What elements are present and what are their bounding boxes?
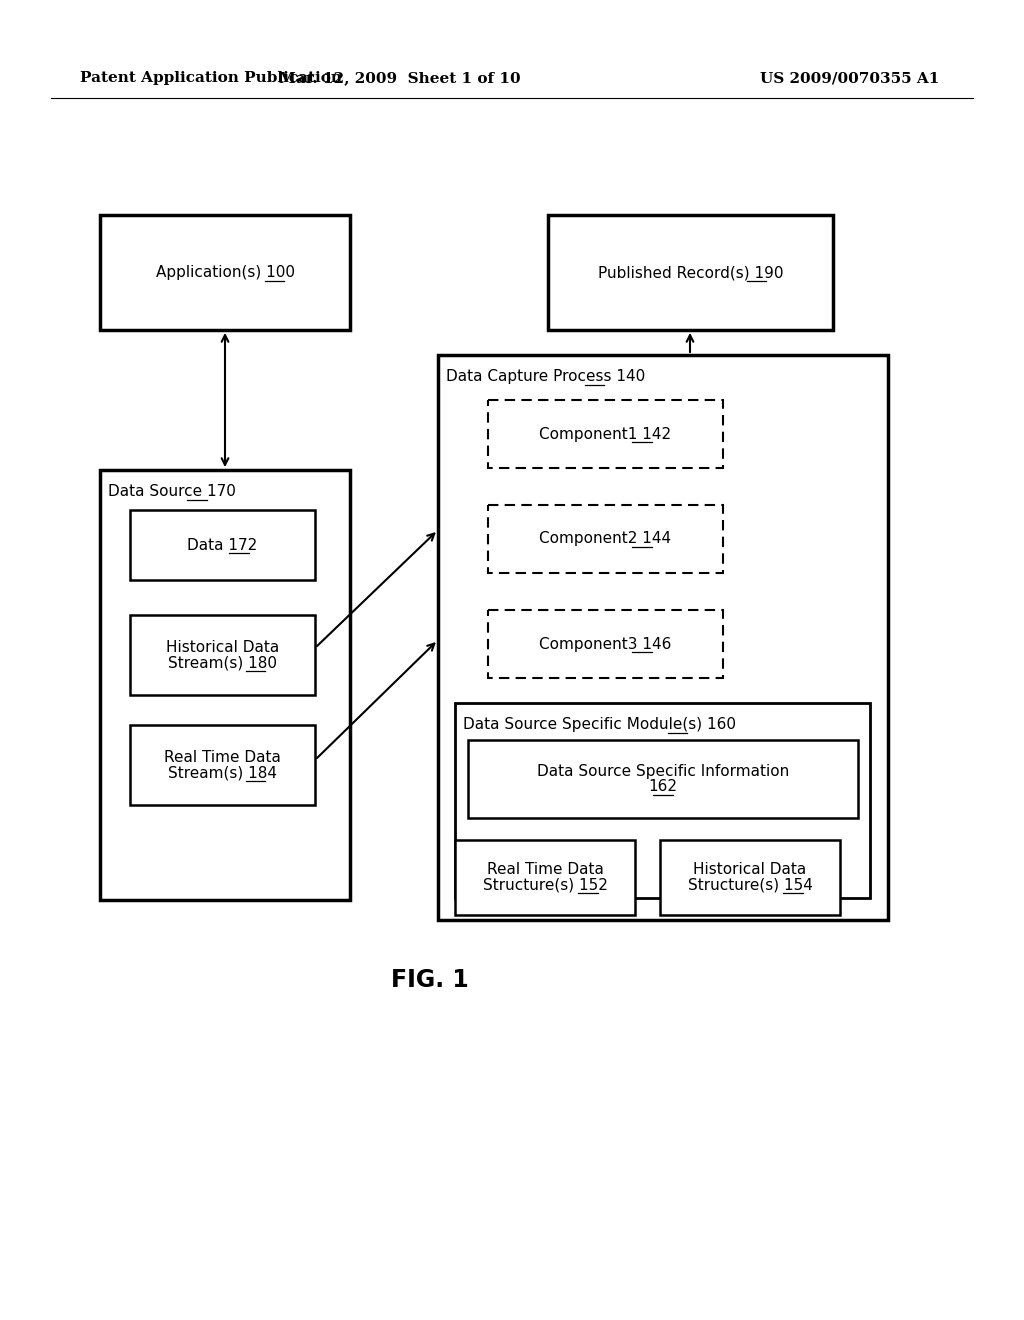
- Text: Data Capture Process 140: Data Capture Process 140: [446, 370, 645, 384]
- Bar: [455, 840, 635, 915]
- Bar: [488, 400, 723, 469]
- Text: Real Time Data: Real Time Data: [486, 862, 603, 878]
- Text: 162: 162: [648, 779, 678, 795]
- Text: Data 172: Data 172: [187, 537, 258, 553]
- Text: Mar. 12, 2009  Sheet 1 of 10: Mar. 12, 2009 Sheet 1 of 10: [280, 71, 521, 84]
- Text: Component2 144: Component2 144: [540, 532, 672, 546]
- Bar: [488, 506, 723, 573]
- Bar: [660, 840, 840, 915]
- Bar: [468, 741, 858, 818]
- Text: Application(s) 100: Application(s) 100: [156, 265, 295, 280]
- Text: Published Record(s) 190: Published Record(s) 190: [598, 265, 783, 280]
- Text: Structure(s) 152: Structure(s) 152: [482, 878, 607, 892]
- Bar: [100, 470, 350, 900]
- Text: Data Source Specific Module(s) 160: Data Source Specific Module(s) 160: [463, 718, 736, 733]
- Text: FIG. 1: FIG. 1: [391, 968, 469, 993]
- Bar: [488, 610, 723, 678]
- Bar: [548, 215, 833, 330]
- Text: US 2009/0070355 A1: US 2009/0070355 A1: [760, 71, 939, 84]
- Text: Historical Data: Historical Data: [166, 640, 280, 655]
- Text: Historical Data: Historical Data: [693, 862, 807, 878]
- Text: Component1 142: Component1 142: [540, 426, 672, 441]
- Bar: [130, 615, 315, 696]
- Bar: [130, 510, 315, 579]
- Text: Data Source Specific Information: Data Source Specific Information: [537, 764, 790, 779]
- Text: Component3 146: Component3 146: [540, 636, 672, 652]
- Text: Data Source 170: Data Source 170: [108, 484, 236, 499]
- Text: Structure(s) 154: Structure(s) 154: [687, 878, 812, 892]
- Text: Patent Application Publication: Patent Application Publication: [80, 71, 342, 84]
- Bar: [438, 355, 888, 920]
- Text: Stream(s) 180: Stream(s) 180: [168, 655, 278, 671]
- Bar: [455, 704, 870, 898]
- Text: Stream(s) 184: Stream(s) 184: [168, 766, 278, 780]
- Text: Real Time Data: Real Time Data: [164, 750, 281, 764]
- Bar: [130, 725, 315, 805]
- Bar: [100, 215, 350, 330]
